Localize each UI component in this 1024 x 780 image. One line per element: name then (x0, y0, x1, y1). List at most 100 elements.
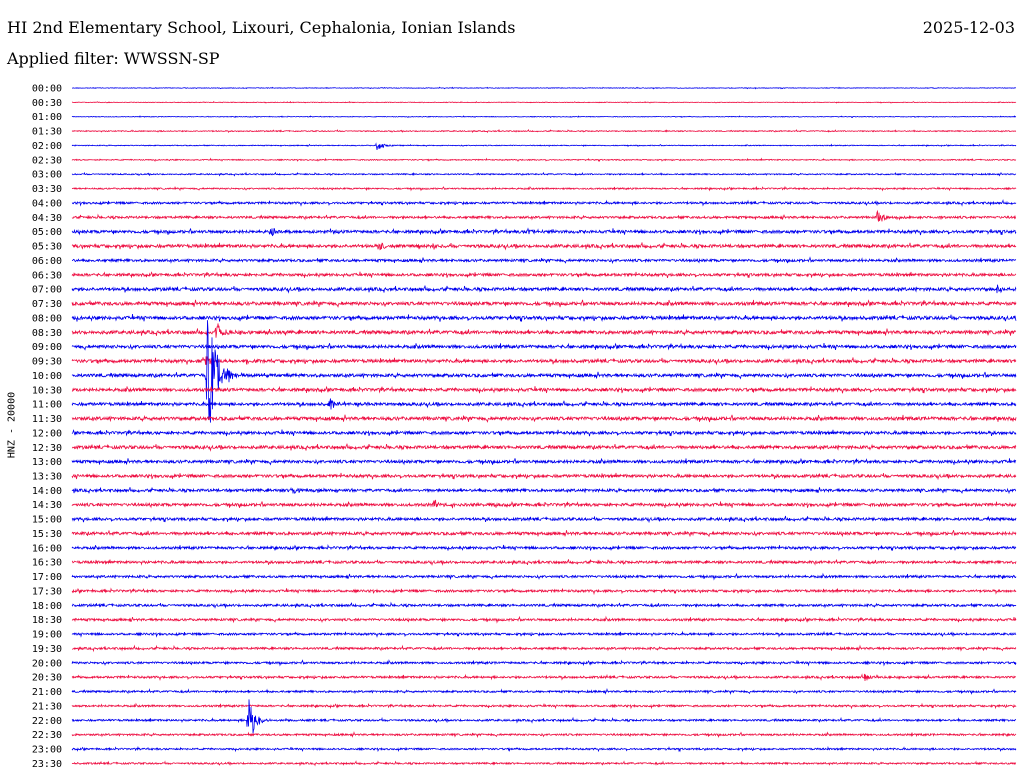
row-time-label: 15:00 (32, 515, 62, 526)
trace-row-19:30 (71, 644, 1017, 653)
trace-row-15:30 (71, 530, 1017, 538)
row-time-label: 09:00 (32, 342, 62, 353)
trace-row-15:00 (71, 515, 1017, 524)
row-time-label: 03:30 (32, 184, 62, 195)
trace-row-03:00 (71, 171, 1017, 177)
trace-row-21:30 (71, 702, 1017, 710)
row-time-label: 13:00 (32, 457, 62, 468)
trace-row-02:00 (71, 142, 1017, 150)
row-time-label: 13:30 (32, 471, 62, 482)
trace-row-21:00 (71, 687, 1017, 696)
row-time-label: 20:00 (32, 658, 62, 669)
row-time-label: 22:30 (32, 730, 62, 741)
row-time-label: 09:30 (32, 357, 62, 368)
row-time-label: 16:30 (32, 558, 62, 569)
row-time-label: 08:00 (32, 313, 62, 324)
row-time-label: 17:30 (32, 586, 62, 597)
row-time-label: 06:00 (32, 256, 62, 267)
row-time-label: 04:00 (32, 198, 62, 209)
row-time-label: 05:30 (32, 242, 62, 253)
trace-row-00:00 (71, 86, 1017, 90)
trace-row-13:30 (71, 472, 1017, 481)
trace-row-02:30 (71, 157, 1017, 162)
trace-row-06:00 (71, 256, 1017, 265)
trace-row-23:30 (71, 760, 1017, 767)
row-time-label: 10:00 (32, 371, 62, 382)
row-time-label: 06:30 (32, 270, 62, 281)
trace-layer (71, 86, 1017, 767)
row-time-label: 16:00 (32, 543, 62, 554)
trace-row-09:00 (71, 342, 1017, 351)
trace-row-00:30 (71, 100, 1017, 104)
trace-row-23:00 (71, 745, 1017, 753)
row-time-label: 22:00 (32, 716, 62, 727)
row-time-label: 12:30 (32, 443, 62, 454)
trace-row-12:00 (71, 429, 1017, 437)
time-label-layer: 00:00 00:30 01:00 01:30 02:00 02:30 03:00 03:30… (32, 84, 62, 770)
trace-row-11:00 (71, 398, 1017, 410)
trace-row-14:00 (71, 487, 1017, 495)
trace-row-14:30 (71, 499, 1017, 509)
trace-row-04:30 (71, 209, 1017, 222)
trace-row-20:00 (71, 659, 1017, 667)
row-time-label: 18:30 (32, 615, 62, 626)
row-time-label: 08:30 (32, 328, 62, 339)
trace-row-13:00 (71, 457, 1017, 466)
trace-row-09:30 (71, 355, 1017, 366)
row-time-label: 01:30 (32, 127, 62, 138)
row-time-label: 04:30 (32, 213, 62, 224)
trace-row-08:00 (71, 314, 1017, 322)
row-time-label: 19:30 (32, 644, 62, 655)
row-time-label: 21:00 (32, 687, 62, 698)
row-time-label: 02:00 (32, 141, 62, 152)
trace-row-05:00 (71, 227, 1017, 237)
trace-row-22:00 (71, 699, 1017, 734)
row-time-label: 15:30 (32, 529, 62, 540)
trace-row-10:00 (71, 320, 1017, 423)
row-time-label: 21:30 (32, 701, 62, 712)
row-time-label: 23:00 (32, 745, 62, 756)
trace-row-12:30 (71, 443, 1017, 452)
trace-row-11:30 (71, 414, 1017, 423)
trace-row-07:30 (71, 299, 1017, 308)
trace-row-19:00 (71, 630, 1017, 638)
trace-row-10:30 (71, 385, 1017, 394)
row-time-label: 01:00 (32, 112, 62, 123)
row-time-label: 03:00 (32, 170, 62, 181)
row-time-label: 00:30 (32, 98, 62, 109)
trace-row-01:30 (71, 128, 1017, 134)
trace-row-18:30 (71, 615, 1017, 624)
row-time-label: 07:30 (32, 299, 62, 310)
row-time-label: 02:30 (32, 155, 62, 166)
trace-row-20:30 (71, 673, 1017, 681)
trace-row-06:30 (71, 271, 1017, 279)
row-time-label: 12:00 (32, 428, 62, 439)
trace-row-17:30 (71, 587, 1017, 596)
row-time-label: 23:30 (32, 759, 62, 770)
trace-row-05:30 (71, 242, 1017, 251)
row-time-label: 17:00 (32, 572, 62, 583)
row-time-label: 18:00 (32, 601, 62, 612)
row-time-label: 11:30 (32, 414, 62, 425)
trace-row-01:00 (71, 115, 1017, 119)
row-time-label: 07:00 (32, 285, 62, 296)
row-time-label: 05:00 (32, 227, 62, 238)
filter-label: Applied filter: WWSSN-SP (7, 49, 220, 68)
row-time-label: 00:00 (32, 84, 62, 95)
trace-row-18:00 (71, 601, 1017, 609)
trace-row-17:00 (71, 572, 1017, 581)
date-label: 2025-12-03 (922, 18, 1015, 37)
trace-row-22:30 (71, 731, 1017, 739)
trace-row-04:00 (71, 198, 1017, 207)
row-time-label: 14:00 (32, 486, 62, 497)
row-time-label: 19:00 (32, 630, 62, 641)
station-title: HI 2nd Elementary School, Lixouri, Cepha… (7, 18, 516, 37)
trace-row-03:30 (71, 185, 1017, 192)
trace-row-08:30 (71, 323, 1017, 338)
row-time-label: 10:30 (32, 385, 62, 396)
row-time-label: 14:30 (32, 500, 62, 511)
trace-row-07:00 (71, 284, 1017, 294)
trace-row-16:00 (71, 544, 1017, 552)
trace-row-16:30 (71, 559, 1017, 566)
